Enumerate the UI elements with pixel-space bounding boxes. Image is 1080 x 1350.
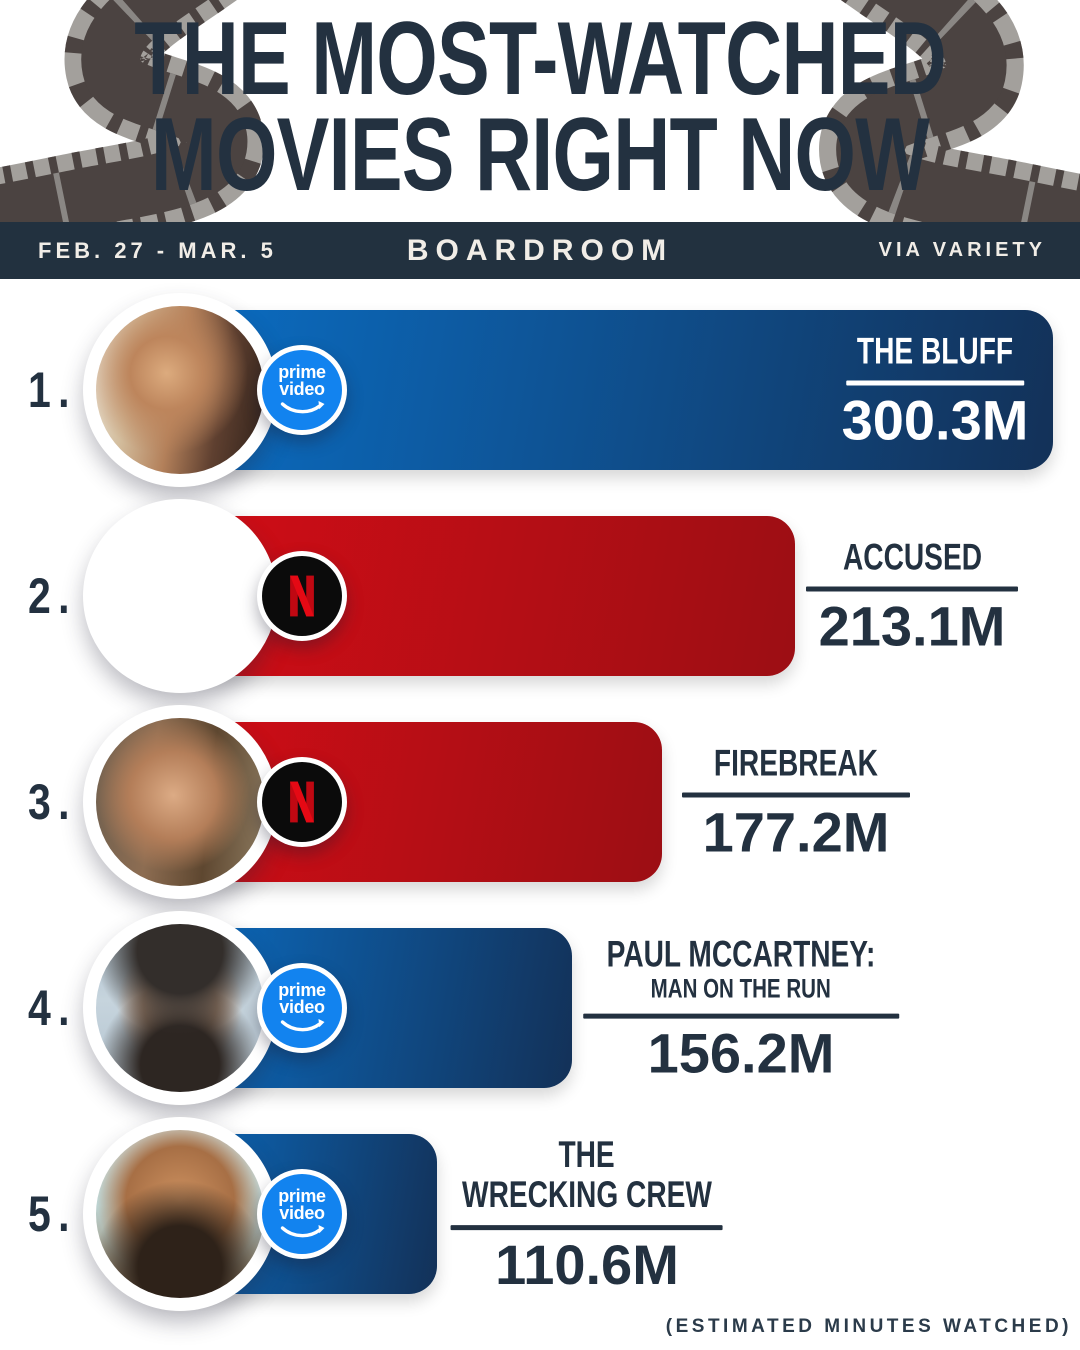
movie-label: ACCUSED 213.1M bbox=[806, 536, 1018, 658]
ranking-row-the-wrecking-crew: 5. prime video THE WRECKING CREW 110.6M bbox=[0, 1111, 1080, 1317]
movie-label: FIREBREAK 177.2M bbox=[682, 742, 910, 864]
header-band: FEB. 27 - MAR. 5 BOARDROOM VIA VARIETY bbox=[0, 222, 1080, 279]
rank-number: 4. bbox=[28, 980, 77, 1036]
film-strip-icon bbox=[0, 0, 265, 228]
prime-video-label: prime video bbox=[278, 1186, 326, 1223]
title-line-2: MOVIES RIGHT NOW bbox=[150, 96, 930, 213]
footnote: (ESTIMATED MINUTES WATCHED) bbox=[665, 1316, 1072, 1337]
prime-video-label: prime video bbox=[278, 980, 326, 1017]
movie-photo bbox=[83, 911, 277, 1105]
divider bbox=[682, 792, 910, 798]
ranking-row-accused: 2. ACCUSED 213.1M bbox=[0, 493, 1080, 699]
title-line-1: THE MOST-WATCHED bbox=[134, 1, 947, 117]
prime-video-badge: prime video bbox=[257, 345, 347, 435]
prime-video-label: prime video bbox=[278, 362, 326, 399]
prime-video-badge: prime video bbox=[257, 963, 347, 1053]
divider bbox=[806, 586, 1018, 592]
netflix-badge bbox=[257, 757, 347, 847]
movie-subtitle: MAN ON THE RUN bbox=[650, 973, 832, 1004]
minutes-watched: 300.3M bbox=[841, 388, 1029, 452]
minutes-watched: 156.2M bbox=[647, 1021, 835, 1085]
rank-number: 5. bbox=[28, 1186, 77, 1242]
movie-label: THE WRECKING CREW 110.6M bbox=[423, 1135, 752, 1293]
minutes-watched: 177.2M bbox=[702, 800, 890, 864]
brand-name: BOARDROOM bbox=[406, 233, 674, 267]
film-strip-icon bbox=[818, 0, 1080, 238]
rank-number: 3. bbox=[28, 774, 77, 830]
minutes-watched: 213.1M bbox=[818, 594, 1006, 658]
ranking-row-the-bluff: 1. prime video THE BLUFF 300.3M bbox=[0, 287, 1080, 493]
movie-title: THE bbox=[558, 1134, 616, 1176]
movie-label: THE BLUFF 300.3M bbox=[832, 330, 1038, 452]
movie-title: THE BLUFF bbox=[856, 330, 1014, 372]
netflix-n-icon bbox=[290, 781, 314, 823]
ranking-row-paul-mccartney: 4. prime video PAUL MCCARTNEY: MAN ON THE… bbox=[0, 905, 1080, 1111]
ranking-row-firebreak: 3. FIREBREAK 177.2M bbox=[0, 699, 1080, 905]
movie-subtitle: WRECKING CREW bbox=[462, 1174, 712, 1216]
movie-photo bbox=[83, 293, 277, 487]
amazon-smile-icon bbox=[280, 400, 325, 413]
movie-label: PAUL MCCARTNEY: MAN ON THE RUN 156.2M bbox=[564, 933, 918, 1085]
amazon-smile-icon bbox=[280, 1018, 325, 1031]
divider bbox=[451, 1224, 723, 1230]
movie-title: FIREBREAK bbox=[713, 742, 879, 784]
divider bbox=[582, 1013, 899, 1019]
movie-photo bbox=[83, 499, 277, 693]
rank-number: 2. bbox=[28, 568, 77, 624]
date-range: FEB. 27 - MAR. 5 bbox=[38, 237, 277, 263]
page-title: THE MOST-WATCHED MOVIES RIGHT NOW bbox=[0, 1, 1080, 213]
movie-photo bbox=[83, 1117, 277, 1311]
minutes-watched: 110.6M bbox=[495, 1232, 679, 1296]
divider bbox=[846, 380, 1024, 386]
movie-title: ACCUSED bbox=[842, 536, 982, 578]
movie-photo bbox=[83, 705, 277, 899]
rank-number: 1. bbox=[28, 362, 77, 418]
amazon-smile-icon bbox=[280, 1224, 325, 1237]
ranking-list: 1. prime video THE BLUFF 300.3M bbox=[0, 287, 1080, 1317]
netflix-n-icon bbox=[290, 575, 314, 617]
prime-video-badge: prime video bbox=[257, 1169, 347, 1259]
source-credit: VIA VARIETY bbox=[878, 239, 1046, 261]
movie-title: PAUL MCCARTNEY: bbox=[606, 933, 876, 975]
netflix-badge bbox=[257, 551, 347, 641]
